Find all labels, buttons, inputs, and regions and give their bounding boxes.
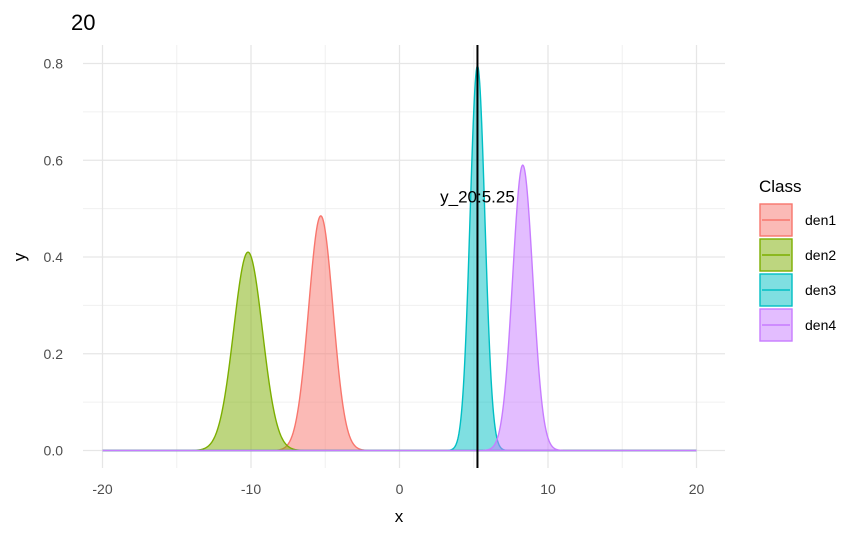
y-axis-title: y bbox=[10, 252, 29, 261]
y-axis-ticks: 0.0 0.2 0.4 0.6 0.8 bbox=[44, 56, 64, 459]
x-axis-title: x bbox=[395, 507, 404, 526]
y-tick-label: 0.2 bbox=[44, 346, 64, 362]
x-tick-label: -20 bbox=[92, 481, 112, 497]
x-tick-label: 10 bbox=[540, 481, 556, 497]
legend: Class den1 den2 den3 den4 bbox=[759, 177, 836, 342]
legend-label-den1: den1 bbox=[805, 212, 836, 228]
x-tick-label: 0 bbox=[396, 481, 404, 497]
y-tick-label: 0.6 bbox=[44, 152, 64, 168]
density-area-den4 bbox=[102, 164, 697, 452]
y-tick-label: 0.0 bbox=[44, 443, 64, 459]
x-axis-ticks: -20 -10 0 10 20 bbox=[92, 481, 704, 497]
major-gridlines bbox=[83, 45, 725, 468]
x-tick-label: 20 bbox=[689, 481, 705, 497]
legend-label-den4: den4 bbox=[805, 317, 836, 333]
y-tick-label: 0.8 bbox=[44, 56, 64, 72]
vline-annotation: y_20:5.25 bbox=[440, 188, 515, 207]
x-tick-label: -10 bbox=[241, 481, 261, 497]
density-areas bbox=[102, 65, 697, 452]
y-tick-label: 0.4 bbox=[44, 249, 64, 265]
chart-title: 20 bbox=[71, 10, 95, 35]
legend-label-den3: den3 bbox=[805, 282, 836, 298]
legend-label-den2: den2 bbox=[805, 247, 836, 263]
legend-items: den1 den2 den3 den4 bbox=[759, 203, 836, 342]
legend-title: Class bbox=[759, 177, 802, 196]
